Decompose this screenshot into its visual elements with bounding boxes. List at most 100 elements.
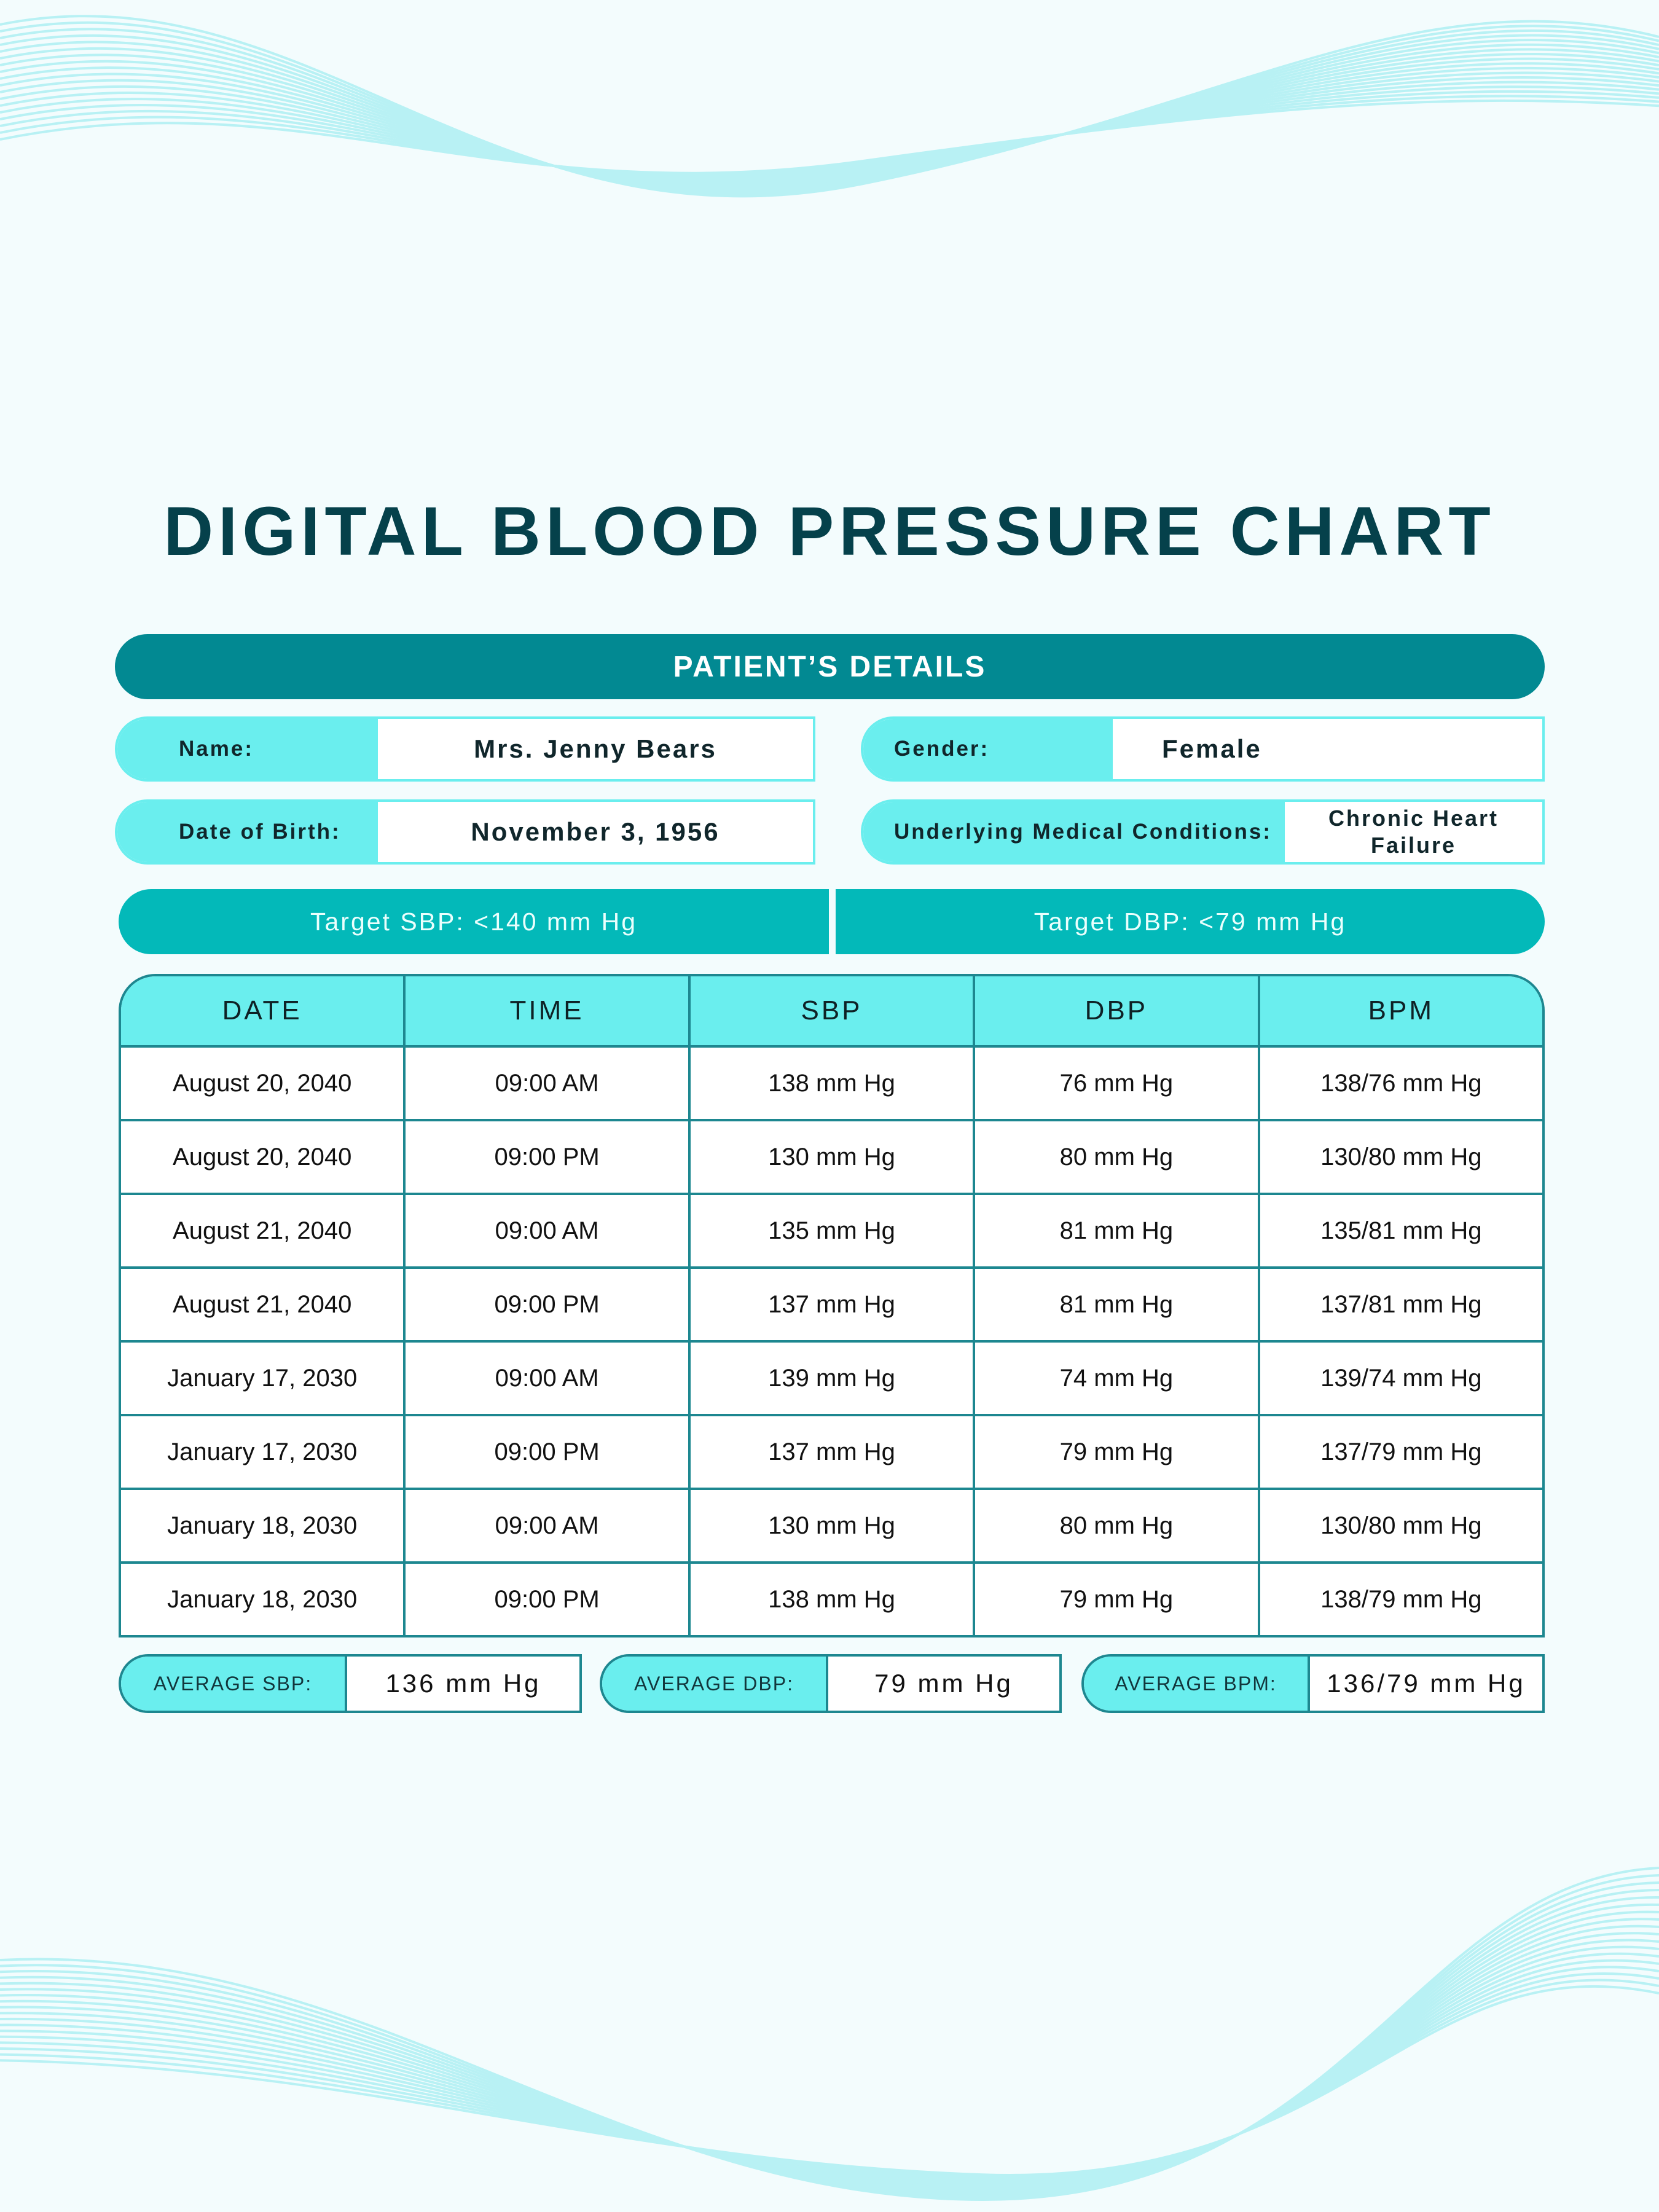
wave-line bbox=[0, 1867, 1659, 2202]
date-cell: January 18, 2030 bbox=[167, 1512, 358, 1539]
time-cell: 09:00 PM bbox=[403, 1269, 688, 1340]
bottom-wave-decoration bbox=[0, 1867, 1659, 2202]
dbp-cell: 81 mm Hg bbox=[973, 1269, 1257, 1340]
gender-value: Female bbox=[1162, 734, 1262, 763]
dbp-cell: 80 mm Hg bbox=[973, 1121, 1257, 1193]
sbp-cell: 137 mm Hg bbox=[688, 1269, 973, 1340]
average-bpm-value: 136/79 mm Hg bbox=[1327, 1669, 1526, 1698]
wave-line bbox=[0, 1939, 1659, 2187]
average-sbp-label: AVERAGE SBP: bbox=[121, 1657, 347, 1711]
gender-label: Gender: bbox=[863, 719, 1113, 779]
date-cell: January 17, 2030 bbox=[167, 1438, 358, 1465]
wave-line bbox=[0, 1889, 1659, 2197]
readings-table: DATE TIME SBP DBP BPM August 20, 2040 09… bbox=[119, 974, 1545, 1637]
conditions-label: Underlying Medical Conditions: bbox=[863, 802, 1285, 862]
bpm-cell: 137/81 mm Hg bbox=[1257, 1269, 1542, 1340]
sbp-cell: 139 mm Hg bbox=[688, 1343, 973, 1414]
wave-line bbox=[0, 34, 1659, 194]
wave-line bbox=[0, 80, 1659, 180]
header-date: DATE bbox=[222, 995, 302, 1026]
table-row: August 21, 2040 09:00 PM 137 mm Hg 81 mm… bbox=[121, 1266, 1542, 1340]
bpm-cell: 137/79 mm Hg bbox=[1257, 1416, 1542, 1488]
sbp-cell: 130 mm Hg bbox=[688, 1490, 973, 1561]
wave-line bbox=[0, 85, 1659, 178]
wave-line bbox=[0, 1979, 1659, 2178]
dbp-cell: 81 mm Hg bbox=[973, 1195, 1257, 1266]
wave-line bbox=[0, 1881, 1659, 2198]
wave-line bbox=[0, 90, 1659, 177]
bpm-cell: 130/80 mm Hg bbox=[1257, 1121, 1542, 1193]
patient-details-header: PATIENT’S DETAILS bbox=[115, 634, 1545, 699]
top-wave-decoration bbox=[0, 15, 1659, 198]
dbp-cell: 80 mm Hg bbox=[973, 1490, 1257, 1561]
date-cell: January 18, 2030 bbox=[167, 1585, 358, 1613]
table-row: January 18, 2030 09:00 PM 138 mm Hg 79 m… bbox=[121, 1561, 1542, 1635]
date-cell: August 21, 2040 bbox=[173, 1290, 352, 1318]
table-row: January 17, 2030 09:00 AM 139 mm Hg 74 m… bbox=[121, 1340, 1542, 1414]
date-cell: January 17, 2030 bbox=[167, 1364, 358, 1392]
header-sbp: SBP bbox=[688, 976, 973, 1045]
table-row: August 21, 2040 09:00 AM 135 mm Hg 81 mm… bbox=[121, 1193, 1542, 1266]
table-row: August 20, 2040 09:00 PM 130 mm Hg 80 mm… bbox=[121, 1119, 1542, 1193]
wave-line bbox=[0, 39, 1659, 192]
bpm-cell: 138/79 mm Hg bbox=[1257, 1564, 1542, 1635]
date-cell: August 20, 2040 bbox=[173, 1143, 352, 1171]
wave-line bbox=[0, 71, 1659, 182]
time-cell: 09:00 PM bbox=[403, 1564, 688, 1635]
page-title: DIGITAL BLOOD PRESSURE CHART bbox=[163, 493, 1496, 570]
table-row: January 18, 2030 09:00 AM 130 mm Hg 80 m… bbox=[121, 1488, 1542, 1561]
wave-line bbox=[0, 1874, 1659, 2200]
sbp-cell: 138 mm Hg bbox=[688, 1564, 973, 1635]
gender-field: Gender: Female bbox=[861, 716, 1545, 782]
dob-value: November 3, 1956 bbox=[471, 817, 720, 846]
target-sbp: Target SBP: <140 mm Hg bbox=[119, 889, 829, 954]
wave-line bbox=[0, 1896, 1659, 2195]
wave-line bbox=[0, 48, 1659, 189]
bpm-cell: 139/74 mm Hg bbox=[1257, 1343, 1542, 1414]
time-cell: 09:00 AM bbox=[403, 1195, 688, 1266]
time-cell: 09:00 PM bbox=[403, 1121, 688, 1193]
time-cell: 09:00 AM bbox=[403, 1490, 688, 1561]
average-bpm-label: AVERAGE BPM: bbox=[1084, 1657, 1310, 1711]
wave-line bbox=[0, 1966, 1659, 2181]
average-dbp-value: 79 mm Hg bbox=[874, 1669, 1013, 1698]
header-time: TIME bbox=[403, 976, 688, 1045]
wave-line bbox=[0, 1918, 1659, 2191]
wave-line bbox=[0, 1932, 1659, 2188]
dbp-cell: 79 mm Hg bbox=[973, 1564, 1257, 1635]
name-label: Name: bbox=[117, 719, 378, 779]
conditions-field: Underlying Medical Conditions: Chronic H… bbox=[861, 799, 1545, 865]
wave-line bbox=[0, 43, 1659, 190]
wave-line bbox=[0, 66, 1659, 184]
date-cell: August 20, 2040 bbox=[173, 1069, 352, 1097]
average-bpm-box: AVERAGE BPM: 136/79 mm Hg bbox=[1081, 1654, 1545, 1713]
dbp-cell: 74 mm Hg bbox=[973, 1343, 1257, 1414]
target-dbp: Target DBP: <79 mm Hg bbox=[836, 889, 1545, 954]
time-cell: 09:00 PM bbox=[403, 1416, 688, 1488]
wave-line bbox=[0, 15, 1659, 198]
sbp-cell: 138 mm Hg bbox=[688, 1048, 973, 1119]
wave-line bbox=[0, 1952, 1659, 2184]
conditions-value: Chronic Heart Failure bbox=[1328, 806, 1499, 858]
dob-label: Date of Birth: bbox=[117, 802, 378, 862]
header-bpm: BPM bbox=[1257, 976, 1542, 1045]
bpm-cell: 138/76 mm Hg bbox=[1257, 1048, 1542, 1119]
name-value: Mrs. Jenny Bears bbox=[474, 734, 717, 763]
time-cell: 09:00 AM bbox=[403, 1343, 688, 1414]
average-dbp-box: AVERAGE DBP: 79 mm Hg bbox=[600, 1654, 1062, 1713]
sbp-cell: 130 mm Hg bbox=[688, 1121, 973, 1193]
table-row: August 20, 2040 09:00 AM 138 mm Hg 76 mm… bbox=[121, 1045, 1542, 1119]
name-field: Name: Mrs. Jenny Bears bbox=[115, 716, 815, 782]
wave-line bbox=[0, 21, 1659, 196]
sbp-cell: 135 mm Hg bbox=[688, 1195, 973, 1266]
wave-line bbox=[0, 1903, 1659, 2194]
wave-line bbox=[0, 1924, 1659, 2189]
bpm-cell: 135/81 mm Hg bbox=[1257, 1195, 1542, 1266]
wave-line bbox=[0, 1910, 1659, 2192]
wave-line bbox=[0, 99, 1659, 175]
wave-line bbox=[0, 76, 1659, 181]
dbp-cell: 76 mm Hg bbox=[973, 1048, 1257, 1119]
wave-line bbox=[0, 95, 1659, 176]
wave-line bbox=[0, 28, 1659, 195]
sbp-cell: 137 mm Hg bbox=[688, 1416, 973, 1488]
